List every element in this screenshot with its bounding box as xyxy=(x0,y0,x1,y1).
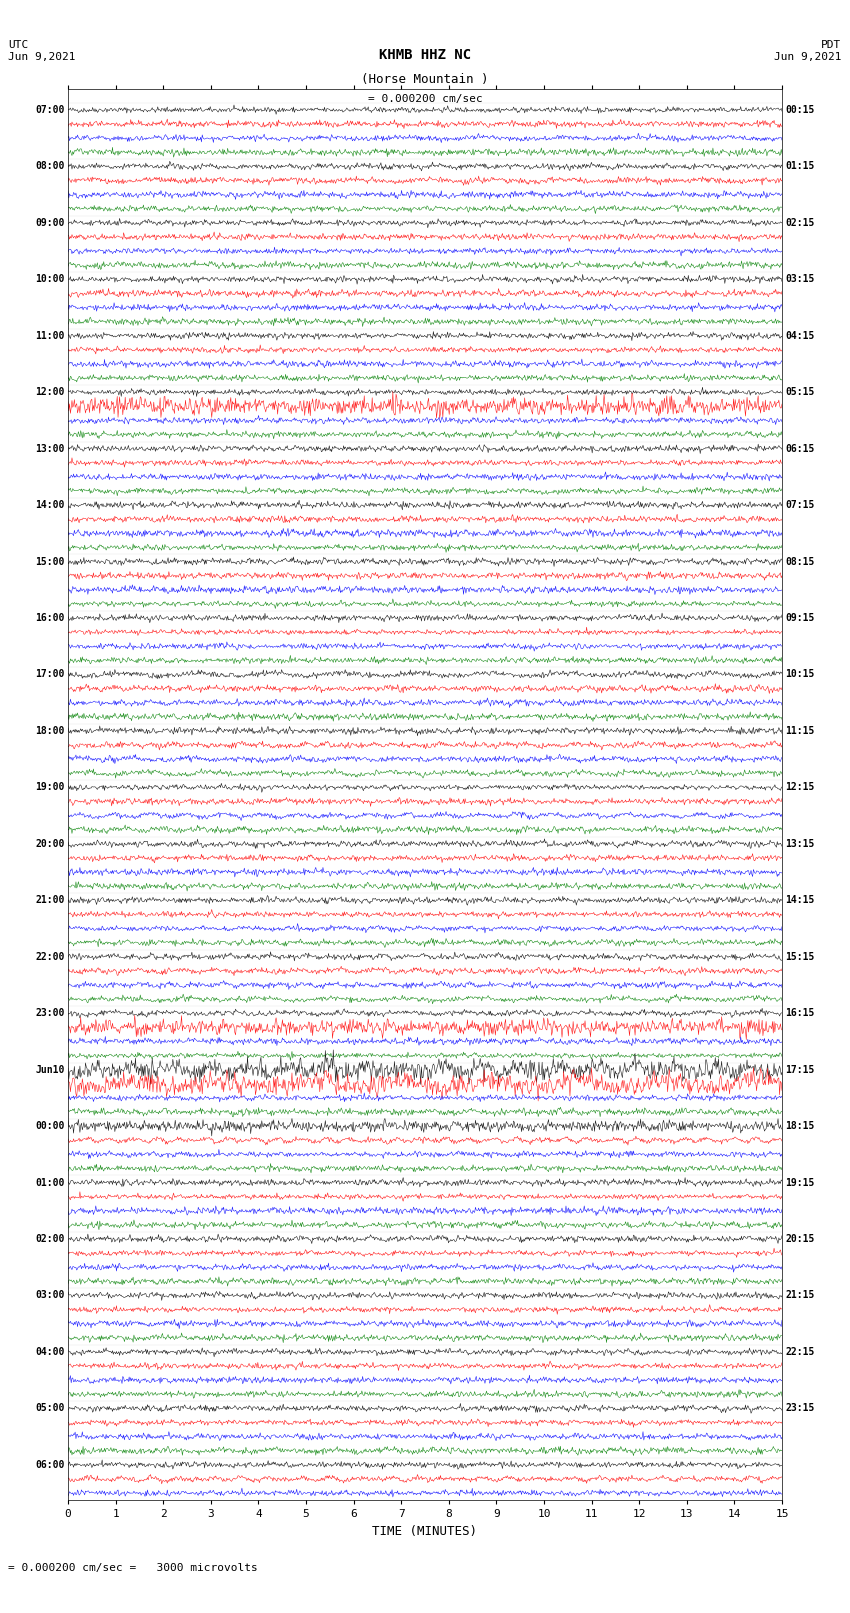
Text: 05:00: 05:00 xyxy=(35,1403,65,1413)
Text: 06:00: 06:00 xyxy=(35,1460,65,1469)
Text: 11:15: 11:15 xyxy=(785,726,815,736)
Text: 13:00: 13:00 xyxy=(35,444,65,453)
Text: 01:15: 01:15 xyxy=(785,161,815,171)
Text: 23:00: 23:00 xyxy=(35,1008,65,1018)
Text: 16:00: 16:00 xyxy=(35,613,65,623)
Text: 23:15: 23:15 xyxy=(785,1403,815,1413)
Text: 12:00: 12:00 xyxy=(35,387,65,397)
Text: Jun10: Jun10 xyxy=(35,1065,65,1074)
Text: 13:15: 13:15 xyxy=(785,839,815,848)
Text: 00:15: 00:15 xyxy=(785,105,815,115)
Text: 15:15: 15:15 xyxy=(785,952,815,961)
Text: 07:15: 07:15 xyxy=(785,500,815,510)
Text: 10:00: 10:00 xyxy=(35,274,65,284)
Text: 01:00: 01:00 xyxy=(35,1177,65,1187)
Text: 08:00: 08:00 xyxy=(35,161,65,171)
Text: 02:15: 02:15 xyxy=(785,218,815,227)
Text: 00:00: 00:00 xyxy=(35,1121,65,1131)
Text: 11:00: 11:00 xyxy=(35,331,65,340)
Text: 04:00: 04:00 xyxy=(35,1347,65,1357)
Text: 05:15: 05:15 xyxy=(785,387,815,397)
Text: 18:15: 18:15 xyxy=(785,1121,815,1131)
Text: 14:15: 14:15 xyxy=(785,895,815,905)
X-axis label: TIME (MINUTES): TIME (MINUTES) xyxy=(372,1524,478,1537)
Text: 07:00: 07:00 xyxy=(35,105,65,115)
Text: 22:15: 22:15 xyxy=(785,1347,815,1357)
Text: 17:15: 17:15 xyxy=(785,1065,815,1074)
Text: 03:00: 03:00 xyxy=(35,1290,65,1300)
Text: 04:15: 04:15 xyxy=(785,331,815,340)
Text: 20:00: 20:00 xyxy=(35,839,65,848)
Text: 19:15: 19:15 xyxy=(785,1177,815,1187)
Text: KHMB HHZ NC: KHMB HHZ NC xyxy=(379,48,471,63)
Text: 08:15: 08:15 xyxy=(785,556,815,566)
Text: UTC
Jun 9,2021: UTC Jun 9,2021 xyxy=(8,40,76,61)
Text: 21:00: 21:00 xyxy=(35,895,65,905)
Text: 06:15: 06:15 xyxy=(785,444,815,453)
Text: 14:00: 14:00 xyxy=(35,500,65,510)
Text: 15:00: 15:00 xyxy=(35,556,65,566)
Text: 02:00: 02:00 xyxy=(35,1234,65,1244)
Text: = 0.000200 cm/sec: = 0.000200 cm/sec xyxy=(367,94,483,103)
Text: 19:00: 19:00 xyxy=(35,782,65,792)
Text: 20:15: 20:15 xyxy=(785,1234,815,1244)
Text: = 0.000200 cm/sec =   3000 microvolts: = 0.000200 cm/sec = 3000 microvolts xyxy=(8,1563,258,1573)
Text: 12:15: 12:15 xyxy=(785,782,815,792)
Text: PDT
Jun 9,2021: PDT Jun 9,2021 xyxy=(774,40,842,61)
Text: (Horse Mountain ): (Horse Mountain ) xyxy=(361,73,489,85)
Text: 21:15: 21:15 xyxy=(785,1290,815,1300)
Text: 09:00: 09:00 xyxy=(35,218,65,227)
Text: 10:15: 10:15 xyxy=(785,669,815,679)
Text: 18:00: 18:00 xyxy=(35,726,65,736)
Text: 16:15: 16:15 xyxy=(785,1008,815,1018)
Text: 03:15: 03:15 xyxy=(785,274,815,284)
Text: 22:00: 22:00 xyxy=(35,952,65,961)
Text: 17:00: 17:00 xyxy=(35,669,65,679)
Text: 09:15: 09:15 xyxy=(785,613,815,623)
